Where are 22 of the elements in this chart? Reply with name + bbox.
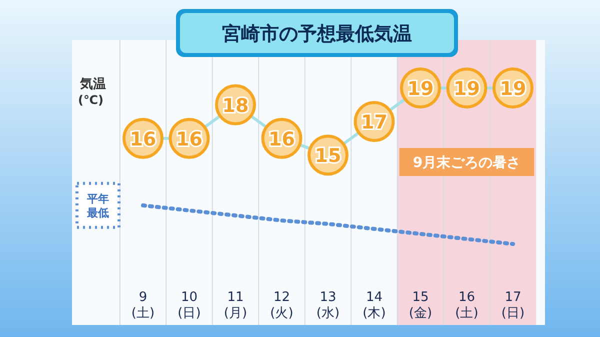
data-label: 19: [407, 78, 434, 100]
x-tick-label: 10(日): [178, 290, 201, 321]
data-label: 16: [130, 128, 156, 150]
x-tick-label: 15(金): [408, 290, 432, 321]
band-label: 9月末ごろの暑さ: [412, 155, 521, 171]
data-label: 15: [314, 145, 342, 168]
x-tick-label: 11(月): [224, 290, 248, 321]
x-tick-label: 12(火): [270, 290, 294, 321]
x-tick-label: 14(木): [362, 290, 386, 321]
data-label: 16: [268, 128, 295, 150]
data-label: 16: [176, 128, 202, 150]
y-axis-title: 気温(℃): [78, 77, 106, 107]
x-tick-label: 16(土): [455, 290, 478, 321]
chart-title: 宮崎市の予想最低気温: [222, 23, 412, 45]
data-label: 19: [454, 78, 480, 100]
x-tick-label: 9(土): [131, 290, 155, 321]
x-tick-label: 17(日): [501, 290, 525, 321]
data-label: 18: [222, 94, 249, 117]
data-label: 17: [361, 112, 388, 134]
x-tick-label: 13(水): [316, 290, 340, 321]
text: 平年最低: [86, 192, 109, 220]
data-label: 19: [500, 78, 526, 100]
